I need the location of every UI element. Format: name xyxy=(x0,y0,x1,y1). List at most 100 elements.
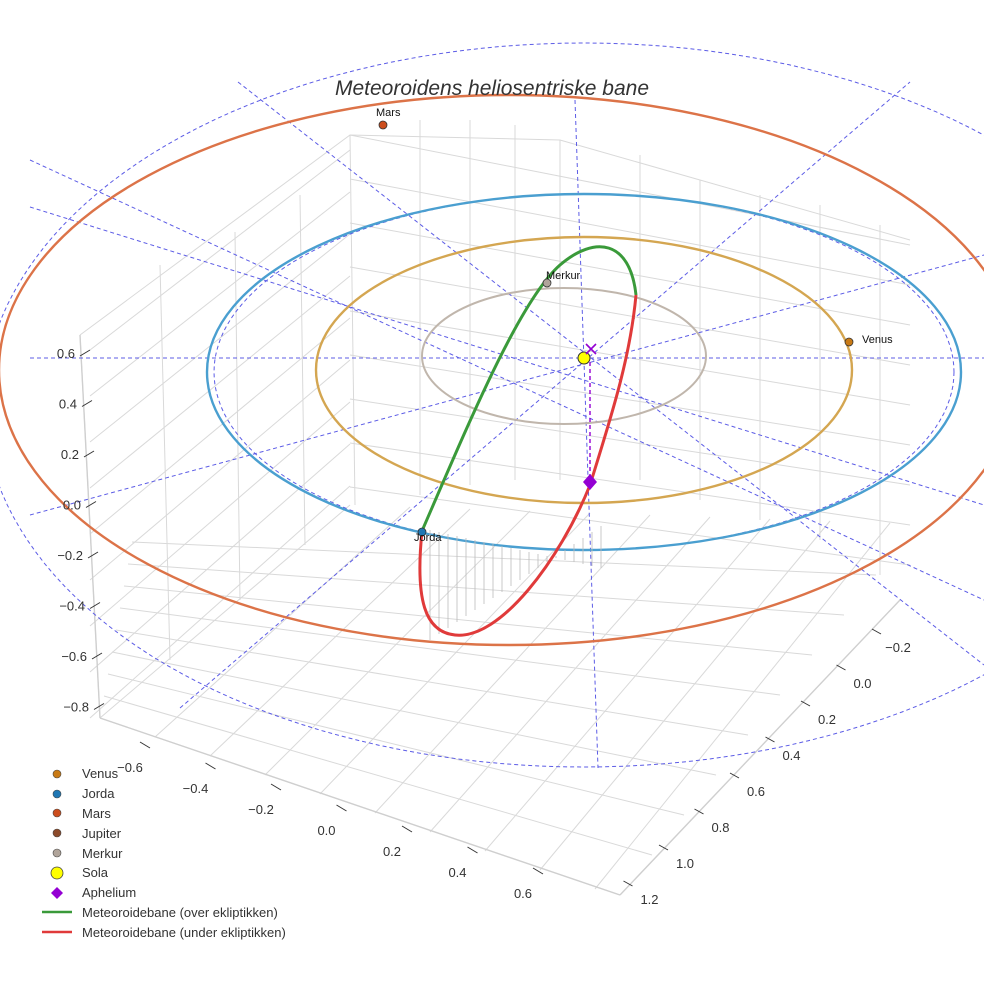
z-tick-mark xyxy=(89,602,101,609)
z-tick-mark xyxy=(79,349,91,357)
legend-symbol xyxy=(38,766,76,782)
grid-line xyxy=(154,506,411,738)
grid-line xyxy=(374,514,651,814)
z-tick-label: 0.6 xyxy=(57,346,75,361)
grid-line xyxy=(234,231,241,601)
y-tick-mark xyxy=(694,808,704,815)
x-axis-line xyxy=(99,717,621,896)
ecliptic-ray xyxy=(237,81,984,666)
ecliptic-ray xyxy=(179,81,911,709)
meteoroid-orbit xyxy=(418,245,638,640)
planet-marker-mars xyxy=(378,120,388,130)
grid-line xyxy=(123,585,813,656)
legend-label: Meteoroidebane (under ekliptikken) xyxy=(82,924,286,940)
z-tick-label: 0.2 xyxy=(61,447,79,462)
x-tick-label: −0.6 xyxy=(117,760,143,775)
grid-line xyxy=(159,264,171,661)
grid-line xyxy=(115,629,749,736)
orbit-mars xyxy=(0,93,984,647)
grid-line xyxy=(89,485,351,719)
planet-orbits xyxy=(0,93,984,647)
legend-symbol xyxy=(38,924,76,940)
markers: Venus Jorda Mars Merkur xyxy=(376,107,893,544)
legend-label: Aphelium xyxy=(82,885,137,901)
ecliptic-ray xyxy=(29,159,984,601)
ecliptic-ray xyxy=(574,99,599,769)
legend-label: Mars xyxy=(82,805,111,821)
y-tick-label: 0.4 xyxy=(782,748,800,763)
y-tick-mark xyxy=(729,772,740,779)
grid-line xyxy=(89,233,351,443)
grid-line xyxy=(349,398,911,486)
legend-symbol xyxy=(38,825,76,841)
legend-label: Merkur xyxy=(82,845,123,861)
grid-line xyxy=(89,149,351,351)
orbit-jorda xyxy=(205,192,963,552)
x-tick-mark xyxy=(467,846,478,854)
grid-line xyxy=(349,266,911,366)
z-tick-label: 0.0 xyxy=(63,498,81,513)
grid-line xyxy=(594,522,891,890)
legend-item: Merkur xyxy=(38,843,286,863)
perihelion-x-marker xyxy=(585,343,597,355)
y-tick-mark xyxy=(871,628,882,635)
legend-label: Venus xyxy=(82,766,119,782)
ecliptic-ray xyxy=(29,254,984,516)
grid-line xyxy=(131,541,877,576)
x-tick-mark xyxy=(336,804,347,812)
z-tick-mark xyxy=(83,450,95,458)
grid-line xyxy=(103,695,653,856)
legend-item: Meteoroidebane (under ekliptikken) xyxy=(38,922,286,942)
ecliptic-grid xyxy=(0,42,984,769)
grid-line xyxy=(429,516,711,833)
z-tick-label: −0.6 xyxy=(61,649,87,664)
planet-marker-merkur xyxy=(542,278,552,288)
x-tick-label: −0.2 xyxy=(248,802,274,817)
grid-line xyxy=(349,178,911,286)
y-tick-label: −0.2 xyxy=(885,640,911,655)
z-tick-mark xyxy=(81,400,93,407)
grid-line xyxy=(349,134,911,246)
y-tick-mark xyxy=(836,664,846,671)
x-tick-label: 0.4 xyxy=(448,865,466,880)
chart-title: Meteoroidens heliosentriske bane xyxy=(335,77,649,100)
z-tick-label: −0.2 xyxy=(57,548,83,563)
z-tick-label: −0.8 xyxy=(63,700,89,715)
grid-line xyxy=(89,359,351,581)
legend-symbol xyxy=(38,845,76,861)
grid-line xyxy=(319,512,591,795)
planet-label-venus: Venus xyxy=(862,334,893,346)
legend-item: Jupiter xyxy=(38,823,286,843)
sun-marker xyxy=(577,351,591,365)
z-tick-mark xyxy=(91,652,103,660)
grid-line xyxy=(209,508,471,757)
ecliptic-outer-ring xyxy=(0,42,984,768)
y-tick-label: 0.2 xyxy=(818,712,836,727)
planet-label-merkur: Merkur xyxy=(546,270,581,282)
grid-line xyxy=(89,275,351,489)
legend-item: Sola xyxy=(38,863,286,883)
legend-symbol xyxy=(38,904,76,920)
y-tick-mark xyxy=(765,736,775,743)
planet-marker-venus xyxy=(844,337,854,347)
x-tick-mark xyxy=(270,783,282,791)
grid-line xyxy=(107,673,685,816)
z-tick-label: −0.4 xyxy=(59,599,85,614)
planet-label-mars: Mars xyxy=(376,107,401,119)
meteoroid-orbit-below xyxy=(418,294,638,637)
legend-item: Meteoroidebane (over ekliptikken) xyxy=(38,903,286,923)
grid-line xyxy=(484,518,771,852)
y-tick-label: 1.0 xyxy=(676,856,694,871)
tick-labels: 0.6 0.4 0.2 0.0 −0.2 −0.4 −0.6 −0.8 −0.6 −0.4 −0.2… xyxy=(57,346,911,907)
grid-line xyxy=(89,401,351,627)
legend-label: Meteoroidebane (over ekliptikken) xyxy=(82,904,278,920)
x-tick-label: 0.2 xyxy=(383,844,401,859)
grid-line xyxy=(264,510,531,776)
grid-line xyxy=(99,504,351,719)
grid-line xyxy=(119,607,781,696)
legend-item: Mars xyxy=(38,804,286,824)
grid-line xyxy=(127,563,845,616)
x-tick-label: −0.4 xyxy=(183,781,209,796)
grid-line xyxy=(349,222,911,326)
